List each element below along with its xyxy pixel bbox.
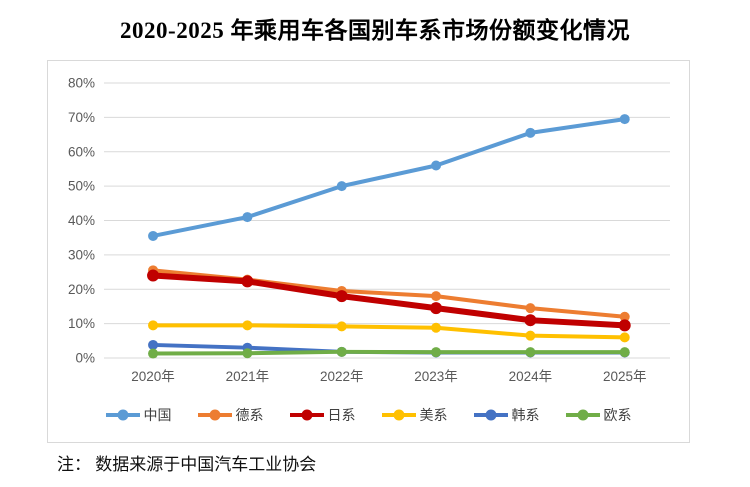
data-point-marker: [525, 330, 536, 341]
legend-marker-icon: [289, 409, 324, 421]
data-point-marker: [242, 212, 253, 223]
x-axis-tick-label: 2023年: [414, 369, 458, 384]
data-point-marker: [618, 319, 631, 332]
data-point-marker: [524, 314, 537, 327]
chart-legend: 中国 德系 日系 美系 韩系 欧系: [48, 405, 689, 425]
y-axis-tick-label: 10%: [68, 316, 95, 331]
chart-title: 2020-2025 年乘用车各国别车系市场份额变化情况: [120, 18, 630, 43]
data-point-marker: [335, 290, 348, 303]
data-point-marker: [431, 160, 442, 171]
series-line: [151, 117, 627, 238]
y-axis-tick-label: 40%: [68, 213, 95, 228]
data-point-marker: [525, 347, 536, 358]
data-point-marker: [525, 303, 536, 314]
legend-label: 中国: [143, 407, 172, 423]
data-point-marker: [619, 347, 630, 358]
data-point-marker: [431, 291, 442, 302]
data-point-marker: [431, 347, 442, 358]
legend-label: 韩系: [511, 407, 540, 423]
x-axis-tick-label: 2024年: [509, 369, 553, 384]
x-axis-tick-label: 2025年: [603, 369, 647, 384]
line-chart-plot: 0% 10% 20% 30% 40% 50% 60% 70% 80% 2020年 2021年 2022…: [68, 76, 670, 384]
y-axis-tick-label: 70%: [68, 110, 95, 125]
legend-item: 欧系: [565, 405, 632, 425]
series-line: [151, 349, 627, 356]
data-point-marker: [148, 348, 159, 359]
legend-item: 韩系: [473, 405, 540, 425]
data-point-marker: [336, 346, 347, 357]
legend-label: 日系: [327, 407, 356, 423]
data-point-marker: [148, 230, 159, 241]
legend-marker-icon: [105, 409, 140, 421]
data-point-marker: [525, 127, 536, 138]
y-axis-tick-label: 60%: [68, 144, 95, 159]
y-axis-tick-label: 50%: [68, 179, 95, 194]
data-point-marker: [619, 311, 630, 322]
data-point-marker: [619, 332, 630, 343]
series-line: [151, 323, 627, 340]
legend-label: 美系: [419, 407, 448, 423]
data-point-marker: [242, 320, 253, 331]
source-note: 注： 数据来源于中国汽车工业协会: [57, 455, 317, 474]
legend-marker-icon: [381, 409, 416, 421]
data-point-marker: [241, 275, 254, 288]
data-point-marker: [431, 322, 442, 333]
data-point-marker: [242, 348, 253, 359]
legend-item: 中国: [105, 405, 172, 425]
x-axis-tick-label: 2022年: [320, 369, 364, 384]
data-point-marker: [147, 269, 160, 282]
legend-item: 美系: [381, 405, 448, 425]
legend-item: 日系: [289, 405, 356, 425]
y-axis-tick-label: 0%: [75, 351, 95, 366]
legend-label: 德系: [235, 407, 264, 423]
legend-marker-icon: [473, 409, 508, 421]
x-axis-tick-label: 2020年: [131, 369, 175, 384]
y-axis-tick-label: 20%: [68, 282, 95, 297]
legend-item: 德系: [197, 405, 264, 425]
data-point-marker: [336, 181, 347, 192]
data-point-marker: [619, 114, 630, 125]
data-point-marker: [430, 302, 443, 315]
legend-label: 欧系: [603, 407, 632, 423]
series-line: [150, 272, 628, 329]
legend-marker-icon: [565, 409, 600, 421]
data-point-marker: [148, 320, 159, 331]
y-axis-tick-label: 30%: [68, 247, 95, 262]
x-axis-tick-label: 2021年: [226, 369, 270, 384]
legend-marker-icon: [197, 409, 232, 421]
chart-container: 0% 10% 20% 30% 40% 50% 60% 70% 80% 2020年 2021年 2022…: [47, 60, 690, 443]
data-point-marker: [148, 339, 159, 350]
data-point-marker: [336, 321, 347, 332]
y-axis-tick-label: 80%: [68, 76, 95, 91]
